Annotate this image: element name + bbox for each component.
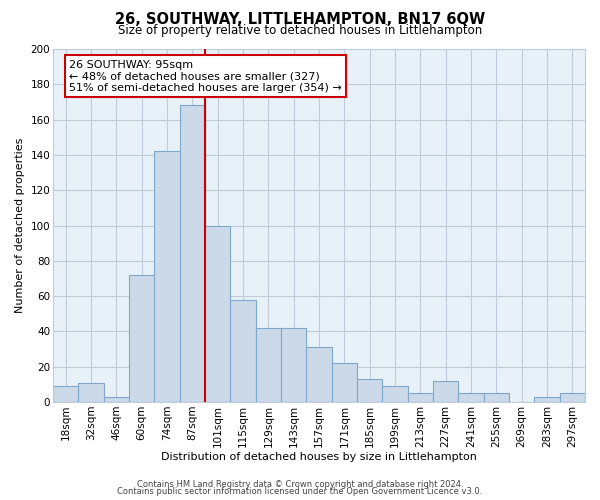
Text: 26 SOUTHWAY: 95sqm
← 48% of detached houses are smaller (327)
51% of semi-detach: 26 SOUTHWAY: 95sqm ← 48% of detached hou… (69, 60, 342, 93)
Bar (79, 382, 104, 402)
Bar (407, 393, 433, 402)
Bar (230, 300, 256, 402)
Bar (104, 396, 129, 402)
Bar (433, 381, 458, 402)
Bar (484, 393, 509, 402)
Bar (256, 328, 281, 402)
Text: Contains HM Land Registry data © Crown copyright and database right 2024.: Contains HM Land Registry data © Crown c… (137, 480, 463, 489)
Bar (154, 152, 180, 402)
Bar (535, 396, 560, 402)
Bar (357, 379, 382, 402)
Text: 26, SOUTHWAY, LITTLEHAMPTON, BN17 6QW: 26, SOUTHWAY, LITTLEHAMPTON, BN17 6QW (115, 12, 485, 28)
Text: Size of property relative to detached houses in Littlehampton: Size of property relative to detached ho… (118, 24, 482, 37)
Bar (53, 386, 79, 402)
Bar (180, 106, 205, 402)
X-axis label: Distribution of detached houses by size in Littlehampton: Distribution of detached houses by size … (161, 452, 477, 462)
Bar (560, 393, 585, 402)
Bar (458, 393, 484, 402)
Bar (129, 275, 154, 402)
Y-axis label: Number of detached properties: Number of detached properties (15, 138, 25, 313)
Bar (382, 386, 407, 402)
Bar (332, 363, 357, 402)
Text: Contains public sector information licensed under the Open Government Licence v3: Contains public sector information licen… (118, 488, 482, 496)
Bar (307, 348, 332, 402)
Bar (281, 328, 307, 402)
Bar (205, 226, 230, 402)
